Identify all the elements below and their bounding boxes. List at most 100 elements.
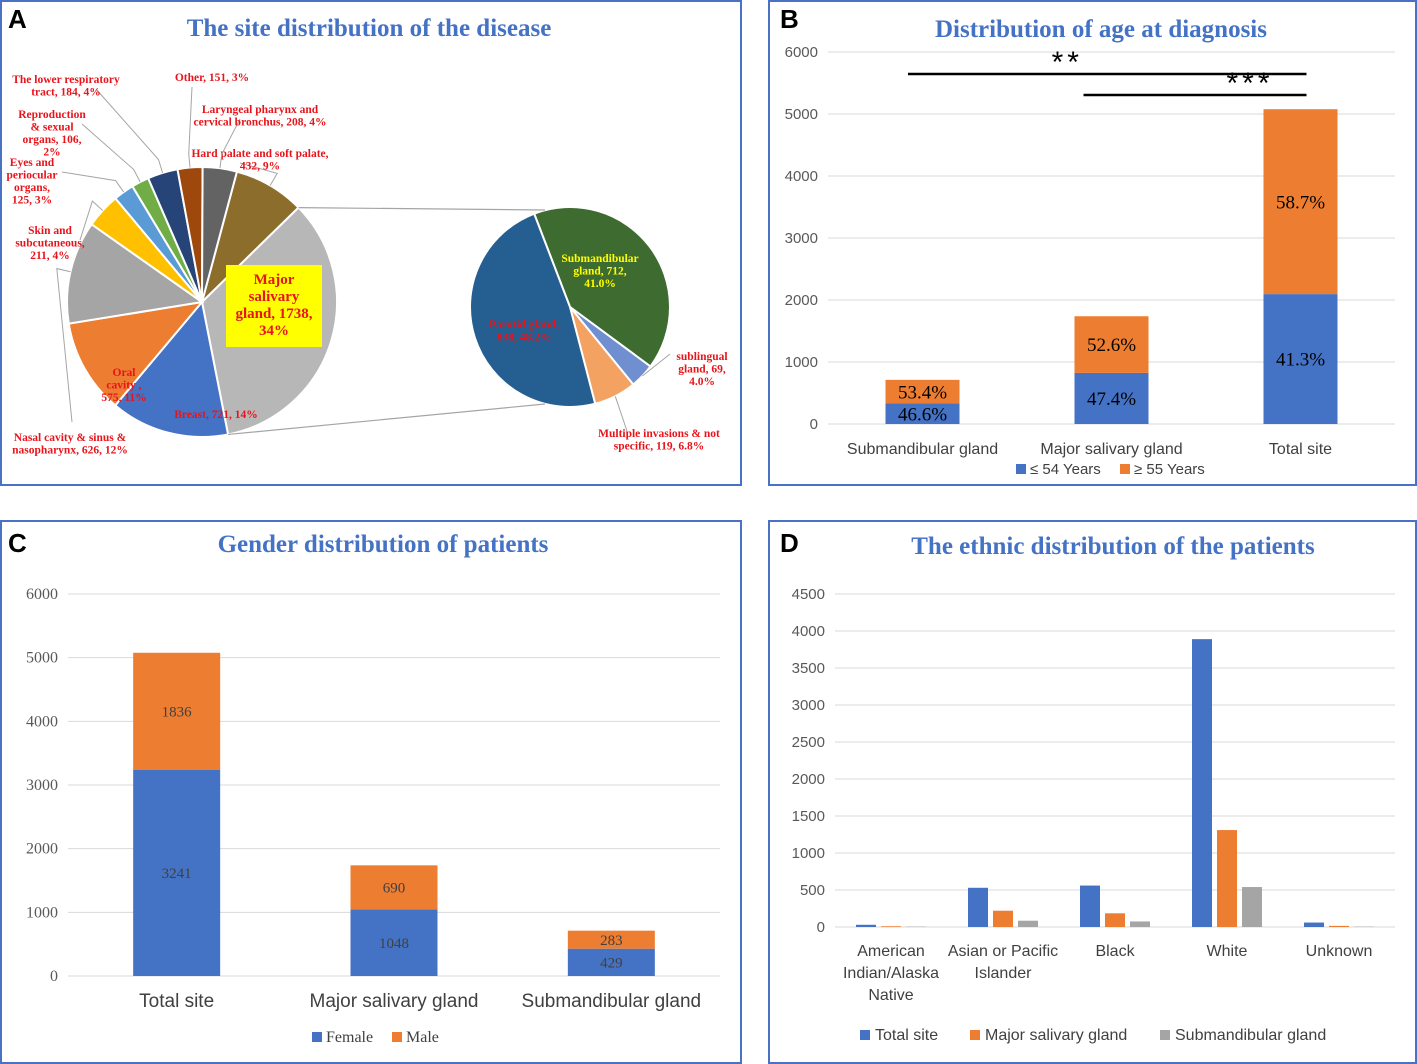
y-tick-label: 3000 (785, 230, 818, 247)
bar-major-salivary-gland-asian-or-pacific-islander (993, 910, 1013, 927)
data-label: 1836 (162, 704, 193, 720)
bar-male-submandibular-gland (567, 930, 655, 949)
sub-pie-label-submandibular-gland: Submandibular gland, 712, 41.0% (561, 253, 638, 290)
pie-slice-nasal-cavity-sinus-nasopharynx (66, 222, 205, 325)
bar-total-site-white (1192, 639, 1212, 927)
bar-chart-d: The ethnic distribution of the patients 0… (792, 533, 1395, 1044)
y-tick-label: 2500 (792, 734, 825, 751)
bar-female-submandibular-gland (567, 948, 655, 976)
bar-total-site-unknown (1304, 922, 1324, 927)
connector-line-bottom (228, 403, 546, 436)
bar-54-years-submandibular-gland (885, 403, 960, 424)
y-tick-label: 2000 (26, 841, 58, 858)
leader-line-nasal-cavity-sinus-nasopharynx (56, 267, 73, 423)
connector-line-top (298, 206, 546, 211)
bar-submandibular-gland-black (1130, 921, 1150, 927)
y-tick-label: 4500 (792, 586, 825, 603)
leader-line-sublingual-gland (642, 353, 671, 377)
bar-chart-c: Gender distribution of patients 0 1000 2000… (26, 531, 720, 1046)
legend-swatch-54-years (1016, 464, 1026, 474)
pie-slice-oral-cavity (67, 300, 205, 407)
pie-slice-breast (113, 299, 230, 438)
bar-major-salivary-gland-unknown (1329, 925, 1349, 927)
bar-major-salivary-gland-american-indian-alaska-native (881, 926, 901, 927)
leader-line-eyes-and-periocular-organs (61, 171, 125, 193)
pie-label-reproduction-sexual-organs: Reproduction & sexual organs, 106, 2% (18, 109, 86, 159)
x-tick-label: Unknown (1306, 943, 1373, 960)
y-tick-label: 4000 (785, 168, 818, 185)
leader-line-reproduction-sexual-organs (81, 123, 141, 183)
legend-label-55-years: ≥ 55 Years (1134, 461, 1205, 478)
y-tick-label: 3000 (26, 777, 58, 794)
legend-label-total-site: Total site (875, 1027, 938, 1044)
y-tick-label: 2000 (792, 771, 825, 788)
y-tick-label: 5000 (26, 650, 58, 667)
bar-55-years-submandibular-gland (885, 379, 960, 404)
panel-c: Gender distribution of patients 0 1000 2000… (0, 520, 742, 1064)
sub-pie-label-multiple-invasions-not-specific: Multiple invasions & not specific, 119, 6… (598, 428, 720, 453)
bar-submandibular-gland-asian-or-pacific-islander (1018, 920, 1038, 927)
bar-55-years-total-site (1263, 109, 1338, 295)
y-tick-label: 2000 (785, 292, 818, 309)
x-tick-label: Major salivary gland (1040, 441, 1182, 458)
pie-label-breast: Breast, 721, 14% (174, 409, 257, 421)
y-tick-label: 1000 (792, 845, 825, 862)
x-tick-label: Total site (139, 991, 214, 1012)
x-tick-label: Asian or Pacific Islander (948, 943, 1058, 982)
pie-label-laryngeal-pharynx-and-cervical-bronchus: Laryngeal pharynx and cervical bronchus, … (194, 104, 327, 129)
x-tick-label: Submandibular gland (522, 991, 702, 1012)
legend-swatch-male (392, 1032, 402, 1042)
bar-female-total-site (133, 769, 221, 976)
pie-label-skin-and-subcutaneous: Skin and subcutaneous, 211, 4% (15, 225, 84, 262)
data-label: 1048 (379, 936, 409, 952)
bar-male-major-salivary-gland (350, 865, 438, 910)
pie-label-the-lower-respiratory-tract: The lower respiratory tract, 184, 4% (12, 74, 120, 99)
legend-swatch-major-salivary-gland (970, 1030, 980, 1040)
y-tick-label: 1500 (792, 808, 825, 825)
leader-line-laryngeal-pharynx-and-cervical-bronchus (219, 118, 241, 169)
x-tick-label: Total site (1269, 441, 1332, 458)
legend-swatch-female (312, 1032, 322, 1042)
bar-total-site-american-indian-alaska-native (856, 924, 876, 927)
panel-c-letter: C (8, 528, 27, 558)
panel-b-letter: B (780, 4, 799, 34)
y-tick-label: 1000 (785, 354, 818, 371)
y-tick-label: 0 (817, 919, 825, 936)
data-label: 41.3% (1276, 350, 1325, 371)
bar-total-site-asian-or-pacific-islander (968, 887, 988, 927)
data-label: 46.6% (898, 404, 947, 425)
sub-pie-slice-parotid-gland (469, 212, 597, 408)
leader-line-other (188, 86, 193, 168)
leader-line-the-lower-respiratory-tract (95, 88, 164, 174)
legend-label-major-salivary-gland: Major salivary gland (985, 1027, 1127, 1044)
leader-line-hard-palate-and-soft-palate (239, 162, 278, 186)
legend-label-male: Male (406, 1029, 439, 1046)
y-tick-label: 5000 (785, 106, 818, 123)
pie-chart-a: The site distribution of the disease Hard… (6, 15, 727, 457)
data-label: 53.4% (898, 382, 947, 403)
chart-title: The site distribution of the disease (187, 15, 552, 42)
y-tick-label: 6000 (785, 44, 818, 61)
sub-pie-label-sublingual-gland: sublingual gland, 69, 4.0% (676, 351, 727, 388)
bar-55-years-major-salivary-gland (1074, 316, 1149, 373)
data-label: 3241 (162, 866, 192, 882)
y-tick-label: 0 (50, 968, 58, 985)
legend-label-female: Female (326, 1029, 373, 1046)
pie-label-major-salivary-gland: Major salivary gland, 1738, 34% (235, 272, 312, 339)
x-tick-label: American Indian/Alaska Native (843, 943, 939, 1004)
y-tick-label: 0 (810, 416, 818, 433)
chart-title: The ethnic distribution of the patients (911, 533, 1315, 560)
y-tick-label: 4000 (26, 713, 58, 730)
panel-a-letter: A (8, 4, 27, 34)
chart-title: Distribution of age at diagnosis (935, 16, 1267, 43)
significance-label: *** (1226, 67, 1273, 100)
legend-swatch-submandibular-gland (1160, 1030, 1170, 1040)
legend-label-54-years: ≤ 54 Years (1030, 461, 1101, 478)
bar-total-site-black (1080, 885, 1100, 927)
bar-major-salivary-gland-white (1217, 830, 1237, 927)
pie-label-eyes-and-periocular-organs: Eyes and periocular organs, 125, 3% (6, 157, 57, 207)
y-tick-label: 3000 (792, 697, 825, 714)
data-label: 47.4% (1087, 389, 1136, 410)
bar-male-total-site (133, 652, 221, 770)
pie-label-other: Other, 151, 3% (175, 72, 249, 84)
